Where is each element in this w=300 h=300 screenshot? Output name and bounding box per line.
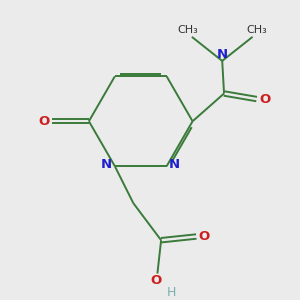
Text: CH₃: CH₃ — [246, 25, 267, 35]
Text: H: H — [167, 286, 176, 299]
Text: O: O — [199, 230, 210, 243]
Text: O: O — [150, 274, 161, 287]
Text: O: O — [259, 92, 270, 106]
Text: O: O — [38, 115, 50, 128]
Text: N: N — [217, 48, 228, 61]
Text: N: N — [101, 158, 112, 171]
Text: N: N — [169, 158, 180, 171]
Text: CH₃: CH₃ — [178, 25, 199, 35]
